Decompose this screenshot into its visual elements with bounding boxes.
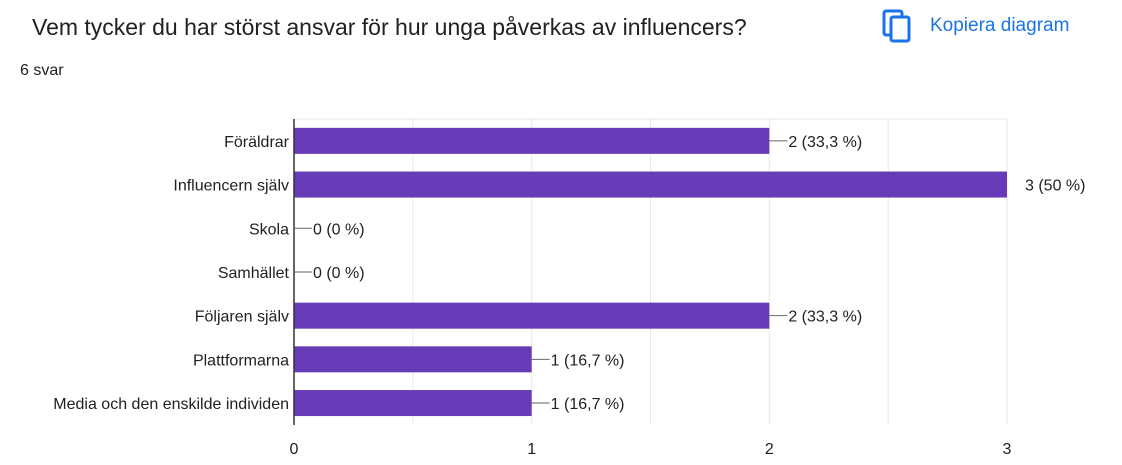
bar	[294, 127, 770, 154]
x-tick-label: 2	[765, 441, 774, 458]
category-label: Följaren själv	[195, 309, 289, 326]
category-label: Media och den enskilde individen	[53, 396, 289, 413]
value-label: 2 (33,3 %)	[788, 134, 862, 151]
value-label: 3 (50 %)	[1025, 178, 1085, 195]
category-label: Skola	[249, 221, 289, 238]
bar	[294, 302, 770, 329]
x-tick-label: 0	[290, 441, 299, 458]
bar	[294, 346, 532, 373]
x-tick-label: 3	[1003, 441, 1012, 458]
labels: Föräldrar 2 (33,3 %) Influencern själv 3 (5…	[53, 134, 1085, 458]
category-label: Influencern själv	[173, 178, 289, 195]
category-label: Samhället	[218, 265, 290, 282]
value-label: 1 (16,7 %)	[551, 396, 625, 413]
grid-lines	[293, 118, 1008, 425]
copy-chart-button[interactable]: Kopiera diagram	[882, 8, 1069, 44]
bar	[294, 390, 532, 417]
question-title: Vem tycker du har störst ansvar för hur …	[32, 14, 747, 40]
value-label: 0 (0 %)	[313, 265, 365, 282]
value-label: 1 (16,7 %)	[551, 352, 625, 369]
x-tick-label: 1	[527, 441, 536, 458]
bar	[294, 171, 1007, 198]
copy-chart-label: Kopiera diagram	[930, 15, 1070, 36]
value-label: 0 (0 %)	[313, 221, 365, 238]
response-count: 6 svar	[20, 62, 64, 79]
value-label: 2 (33,3 %)	[788, 309, 862, 326]
bars	[294, 127, 1007, 417]
copy-icon	[882, 9, 912, 43]
category-label: Föräldrar	[224, 134, 290, 151]
category-label: Plattformarna	[193, 352, 289, 369]
